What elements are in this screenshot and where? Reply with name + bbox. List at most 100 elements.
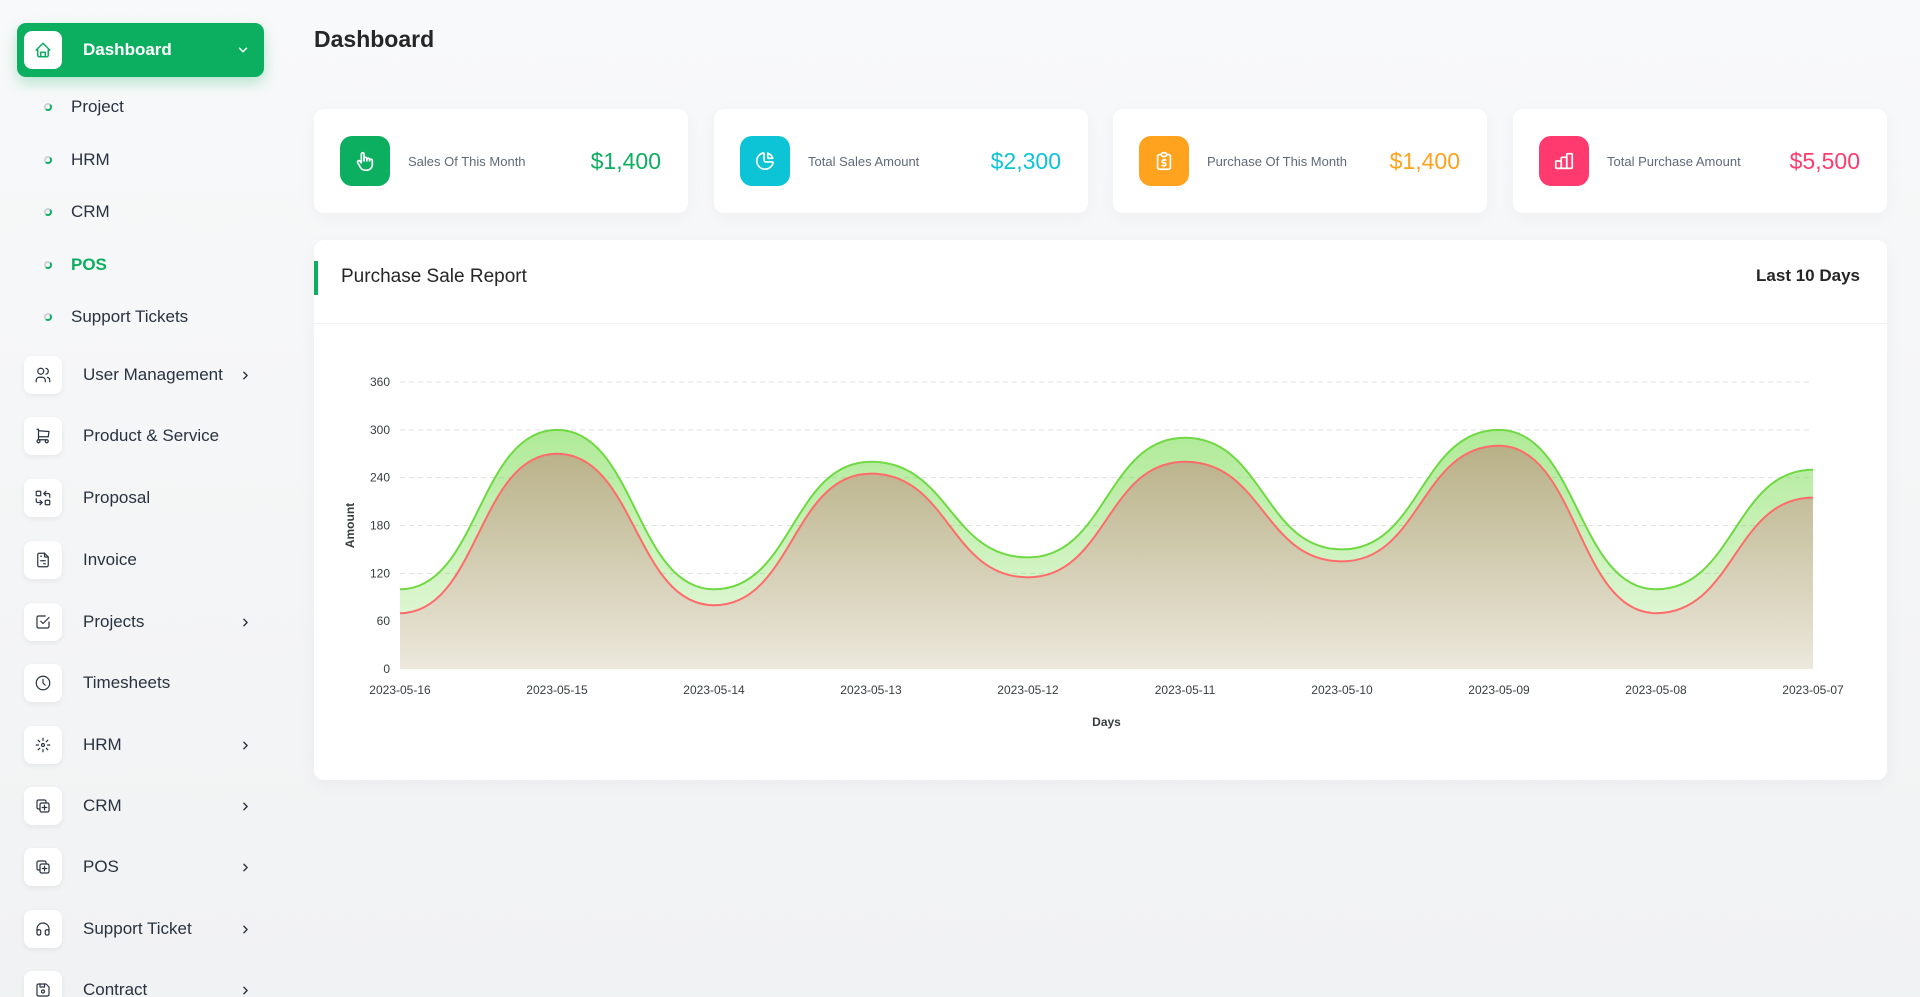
sidebar-item-timesheets[interactable]: Timesheets — [24, 663, 264, 703]
series-line — [399, 428, 1814, 591]
bullet-icon — [44, 156, 52, 164]
chart-pie-icon — [740, 136, 790, 186]
y-tick-label: 120 — [370, 566, 390, 580]
x-tick-label: 2023-05-13 — [840, 683, 902, 697]
y-tick-label: 360 — [370, 375, 390, 389]
chevron-right-icon — [239, 800, 252, 813]
sidebar-item-user-management[interactable]: User Management — [24, 355, 264, 395]
x-tick-label: 2023-05-15 — [526, 683, 588, 697]
x-tick-label: 2023-05-09 — [1468, 683, 1530, 697]
stat-value: $1,400 — [1389, 147, 1460, 174]
bullet-icon — [44, 261, 52, 269]
sidebar-item-invoice[interactable]: Invoice — [24, 540, 264, 580]
submenu-item-hrm[interactable]: HRM — [44, 148, 110, 172]
users-icon — [24, 356, 62, 394]
sidebar-item-pos[interactable]: POS — [24, 847, 264, 887]
series-area — [400, 445, 1813, 669]
chevron-right-icon — [239, 984, 252, 997]
stat-card-purchase-month: Purchase Of This Month $1,400 — [1113, 109, 1487, 213]
x-tick-label: 2023-05-10 — [1311, 683, 1373, 697]
hand-click-icon — [340, 136, 390, 186]
hrm-icon — [24, 726, 62, 764]
submenu-item-label: HRM — [71, 150, 110, 169]
sidebar-item-label: User Management — [83, 365, 223, 384]
sidebar-item-product-service[interactable]: Product & Service — [24, 416, 264, 456]
bullet-icon — [44, 313, 52, 321]
sidebar-item-label: Dashboard — [83, 40, 172, 59]
bullet-icon — [44, 103, 52, 111]
y-tick-label: 0 — [383, 662, 390, 676]
clock-icon — [24, 664, 62, 702]
submenu-item-label: CRM — [71, 202, 110, 221]
y-tick-label: 300 — [370, 423, 390, 437]
sidebar-item-contract[interactable]: Contract — [24, 970, 264, 997]
stat-value: $2,300 — [990, 147, 1061, 174]
submenu-item-pos[interactable]: POS — [44, 253, 107, 277]
sidebar-item-label: Support Ticket — [83, 919, 192, 938]
sidebar-item-label: Proposal — [83, 488, 151, 507]
submenu-item-project[interactable]: Project — [44, 95, 124, 119]
layers-icon — [24, 848, 62, 886]
device-floppy-icon — [24, 971, 62, 997]
sidebar-item-label: POS — [83, 857, 119, 876]
x-tick-label: 2023-05-11 — [1155, 683, 1216, 697]
stat-label: Purchase Of This Month — [1207, 153, 1347, 169]
x-tick-label: 2023-05-12 — [997, 683, 1059, 697]
sidebar-item-label: Contract — [83, 980, 148, 997]
sidebar-item-label: HRM — [83, 735, 122, 754]
report-range-filter[interactable]: Last 10 Days — [1756, 266, 1860, 285]
sidebar-item-projects[interactable]: Projects — [24, 602, 264, 642]
sidebar-item-label: Invoice — [83, 550, 137, 569]
sidebar-item-label: Projects — [83, 612, 145, 631]
chevron-right-icon — [239, 616, 252, 629]
chevron-right-icon — [239, 923, 252, 936]
y-tick-label: 240 — [370, 471, 390, 485]
sidebar-item-crm[interactable]: CRM — [24, 786, 264, 826]
chevron-right-icon — [239, 369, 252, 382]
report-header: Purchase Sale Report Last 10 Days — [314, 240, 1887, 324]
submenu-item-crm[interactable]: CRM — [44, 200, 110, 224]
x-tick-label: 2023-05-14 — [683, 683, 745, 697]
home-icon — [24, 31, 62, 69]
sidebar-item-label: CRM — [83, 796, 122, 815]
stat-value: $5,500 — [1789, 147, 1860, 174]
sidebar-item-hrm[interactable]: HRM — [24, 725, 264, 765]
layers-icon — [24, 787, 62, 825]
submenu-item-label: Project — [71, 97, 124, 116]
sidebar-item-proposal[interactable]: Proposal — [24, 478, 264, 518]
stat-card-sales-month: Sales Of This Month $1,400 — [314, 109, 688, 213]
sidebar-item-dashboard[interactable]: Dashboard — [17, 23, 264, 77]
sidebar-item-label: Product & Service — [83, 426, 220, 445]
y-tick-label: 60 — [377, 614, 391, 628]
stat-value: $1,400 — [590, 147, 661, 174]
bar-chart-icon — [1539, 136, 1589, 186]
x-tick-label: 2023-05-16 — [369, 683, 431, 697]
chevron-right-icon — [239, 739, 252, 752]
purchase-sale-chart: 0 60 120 180 240 300 360 2023-05-16 2023-05-15 20… — [343, 375, 1844, 729]
clipboard-icon — [1139, 136, 1189, 186]
sidebar-item-support-ticket[interactable]: Support Ticket — [24, 909, 264, 949]
y-axis-title: Amount — [343, 503, 357, 548]
series-line — [399, 444, 1814, 615]
y-tick-label: 180 — [370, 519, 390, 533]
stat-card-total-purchase: Total Purchase Amount $5,500 — [1513, 109, 1887, 213]
report-title: Purchase Sale Report — [341, 266, 527, 287]
accent-bar — [314, 261, 318, 295]
x-tick-label: 2023-05-07 — [1782, 683, 1844, 697]
checkbox-icon — [24, 603, 62, 641]
stat-label: Total Purchase Amount — [1607, 153, 1741, 169]
page-title: Dashboard — [314, 26, 435, 52]
file-invoice-icon — [24, 541, 62, 579]
submenu-item-label: Support Tickets — [71, 307, 189, 326]
sidebar-item-label: Timesheets — [83, 673, 171, 692]
bullet-icon — [44, 208, 52, 216]
headphones-icon — [24, 910, 62, 948]
cart-icon — [24, 417, 62, 455]
submenu-item-support-tickets[interactable]: Support Tickets — [44, 305, 188, 329]
x-tick-label: 2023-05-08 — [1625, 683, 1687, 697]
submenu-item-label: POS — [71, 255, 107, 274]
chart-container: 0 60 120 180 240 300 360 2023-05-16 2023-05-15 20… — [314, 324, 1887, 780]
stat-label: Sales Of This Month — [408, 153, 526, 169]
chevron-down-icon — [236, 43, 250, 57]
transfer-icon — [24, 479, 62, 517]
